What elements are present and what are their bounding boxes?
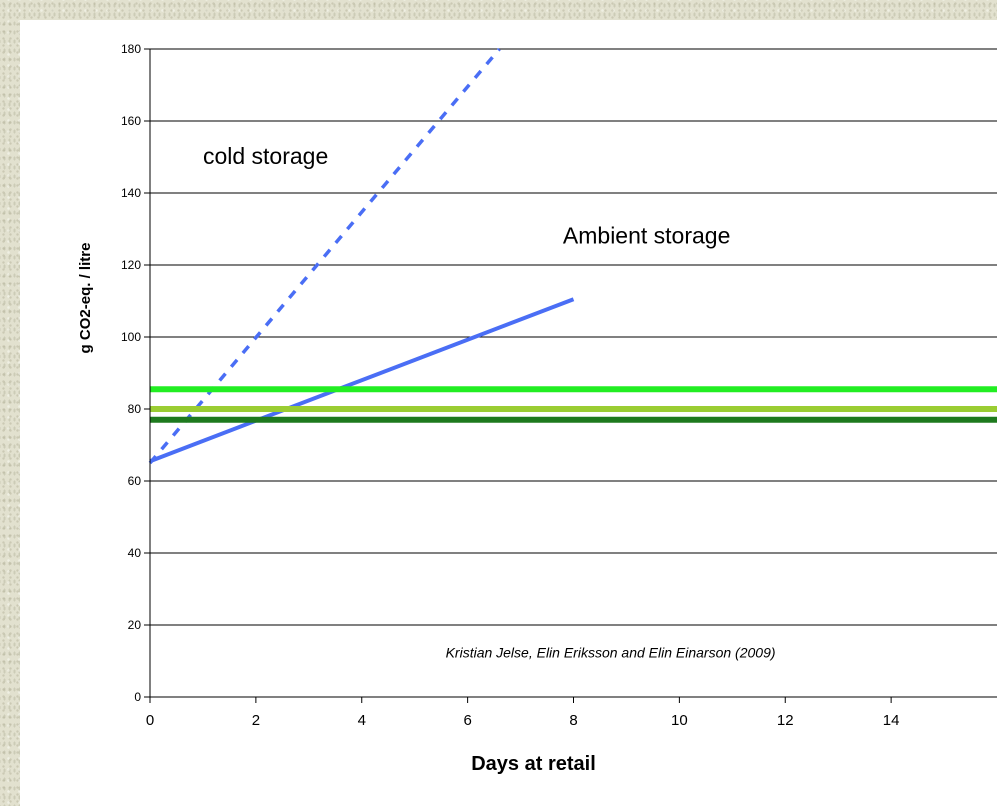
- x-axis-title: Days at retail: [471, 753, 596, 775]
- tick-label-y-20: 20: [128, 618, 142, 632]
- annotation-cold-storage: cold storage: [203, 143, 328, 169]
- tick-label-x-2: 2: [252, 712, 260, 729]
- line-chart: 0 20 40 60 80 100 120 140 160 180 0 2 4 6 8 10 12 14 cold…: [77, 42, 997, 775]
- source-note: Kristian Jelse, Elin Eriksson and Elin E…: [446, 644, 776, 660]
- tick-label-y-140: 140: [121, 186, 141, 200]
- y-axis-title: g CO2-eq. / litre: [77, 243, 94, 354]
- tick-label-x-6: 6: [463, 712, 471, 729]
- tick-label-y-160: 160: [121, 114, 141, 128]
- tick-label-x-8: 8: [569, 712, 577, 729]
- tick-label-y-180: 180: [121, 42, 141, 56]
- tick-labels: 0 20 40 60 80 100 120 140 160 180 0 2 4 6 8 10 12 14: [121, 42, 900, 729]
- tick-label-x-12: 12: [777, 712, 794, 729]
- tick-label-x-0: 0: [146, 712, 154, 729]
- grid: [150, 48, 997, 626]
- tick-label-y-120: 120: [121, 258, 141, 272]
- tick-label-x-10: 10: [671, 712, 688, 729]
- tick-label-y-100: 100: [121, 330, 141, 344]
- tick-label-y-60: 60: [128, 474, 142, 488]
- tick-label-x-14: 14: [883, 712, 900, 729]
- annotation-ambient-storage: Ambient storage: [563, 222, 730, 248]
- series-group: [148, 47, 997, 465]
- tick-label-x-4: 4: [358, 712, 366, 729]
- tick-label-y-0: 0: [134, 690, 141, 704]
- chart-panel: 0 20 40 60 80 100 120 140 160 180 0 2 4 6 8 10 12 14 cold…: [20, 20, 997, 806]
- tick-label-y-40: 40: [128, 546, 142, 560]
- series-ambient-storage: [149, 297, 575, 464]
- series-cold-storage-dashed: [148, 47, 501, 465]
- axes: [144, 48, 997, 703]
- tick-label-y-80: 80: [128, 402, 142, 416]
